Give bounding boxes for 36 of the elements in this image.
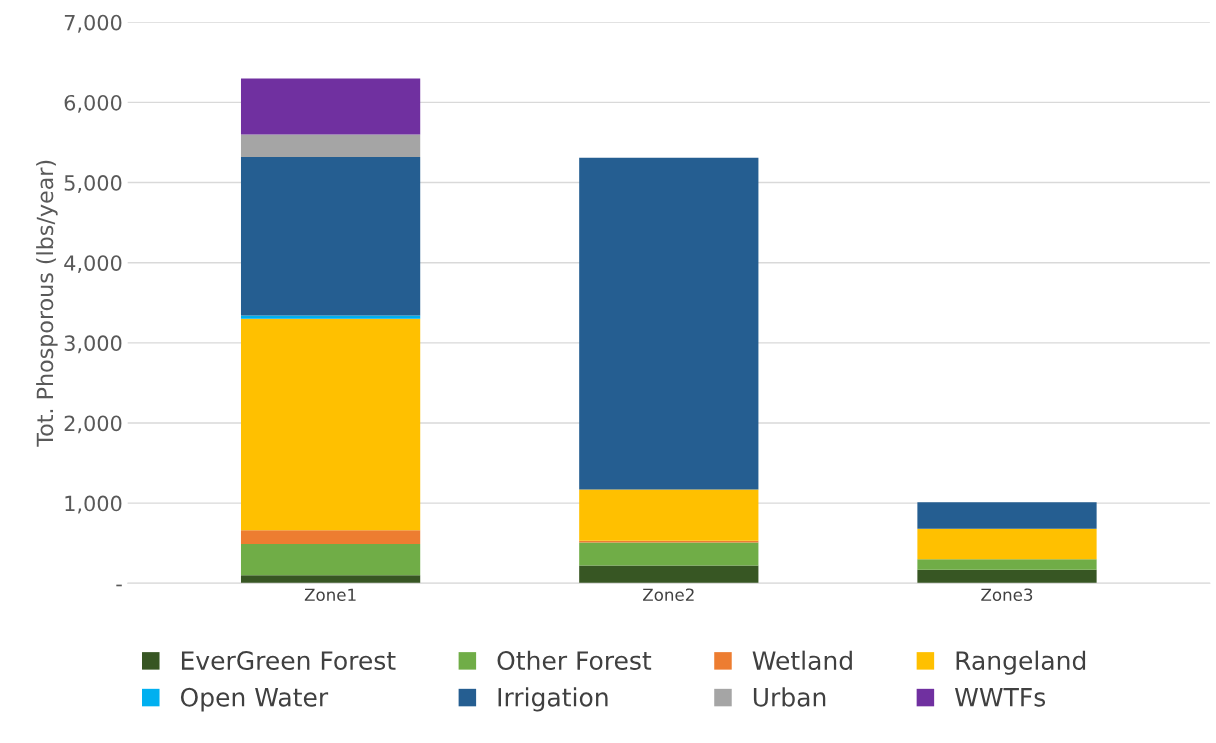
legend-label: Irrigation bbox=[498, 687, 608, 712]
legend-label: EverGreen Forest bbox=[181, 651, 396, 670]
y-axis-title: Tot. Phosporous (lbs/year) bbox=[36, 160, 58, 447]
x-tick-label: Zone2 bbox=[643, 588, 694, 602]
bar bbox=[579, 565, 759, 584]
legend-label: Other Forest bbox=[497, 650, 652, 670]
bar bbox=[240, 78, 421, 135]
y-tick-label: 4,000 bbox=[64, 255, 122, 274]
bar bbox=[917, 502, 1097, 529]
bar bbox=[240, 575, 421, 584]
legend-label: Rangeland bbox=[956, 650, 1086, 675]
bar bbox=[240, 318, 421, 531]
y-tick-label: 7,000 bbox=[64, 14, 122, 33]
y-tick-label: 5,000 bbox=[64, 175, 122, 193]
bar bbox=[240, 530, 421, 544]
legend-label: Urban bbox=[753, 687, 826, 707]
x-tick-label: Zone1 bbox=[304, 588, 356, 602]
y-tick-label: - bbox=[116, 584, 122, 587]
bar bbox=[917, 569, 1097, 584]
x-tick-label: Zone3 bbox=[981, 588, 1033, 602]
y-tick-label: 3,000 bbox=[64, 335, 122, 354]
bar bbox=[917, 559, 1097, 570]
bar bbox=[240, 134, 421, 157]
bar bbox=[917, 528, 1097, 560]
y-tick-label: 6,000 bbox=[64, 94, 122, 113]
bar bbox=[579, 157, 759, 490]
bar bbox=[579, 542, 759, 566]
legend-label: Open Water bbox=[180, 687, 329, 712]
bar bbox=[240, 543, 421, 576]
y-tick-label: 2,000 bbox=[64, 415, 122, 434]
bar bbox=[240, 315, 421, 319]
legend-label: WWTFs bbox=[954, 688, 1046, 707]
y-tick-label: 1,000 bbox=[65, 495, 122, 514]
bar bbox=[240, 156, 421, 316]
bar bbox=[579, 489, 759, 541]
legend-label: Wetland bbox=[752, 650, 852, 670]
